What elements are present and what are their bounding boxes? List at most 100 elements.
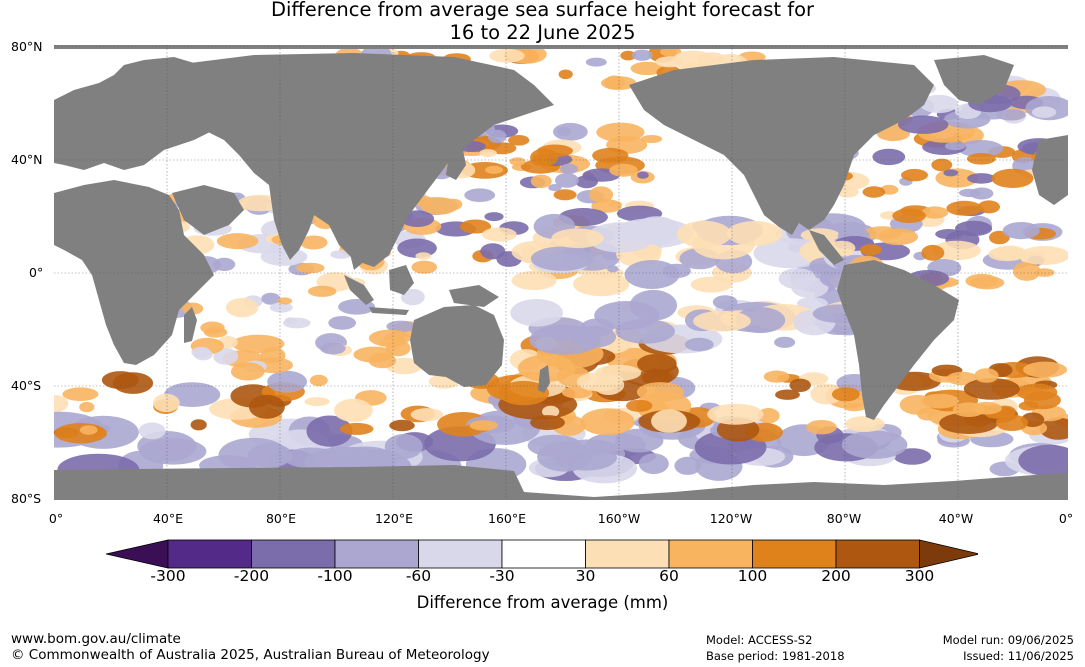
land-arctic-strip [54, 45, 1068, 49]
anomaly-patch [580, 408, 635, 436]
anomaly-patch [636, 382, 684, 402]
footer-issued: Issued: 11/06/2025 [963, 649, 1074, 663]
colorbar-tick-label: 30 [575, 567, 596, 585]
anomaly-patch [551, 228, 604, 249]
anomaly-patch [943, 169, 958, 177]
anomaly-patch [248, 394, 285, 419]
anomaly-patch [400, 288, 425, 306]
anomaly-patch [269, 302, 293, 313]
anomaly-patch [735, 307, 786, 334]
anomaly-patch [386, 320, 416, 333]
anomaly-patch [971, 401, 1002, 415]
anomaly-patch [548, 184, 562, 192]
anomaly-patch [763, 370, 790, 383]
anomaly-patch [498, 380, 549, 406]
anomaly-patch [560, 163, 578, 175]
anomaly-patch [1018, 401, 1039, 411]
anomaly-patch [573, 272, 630, 297]
anomaly-patch [640, 135, 663, 143]
anomaly-patch [509, 157, 526, 166]
land-india [269, 185, 316, 260]
anomaly-patch [485, 165, 503, 174]
anomaly-patch [835, 247, 854, 257]
anomaly-patch [615, 318, 675, 344]
land-asia [174, 53, 554, 267]
colorbar-tick-label: -60 [405, 567, 432, 585]
anomaly-patch [482, 227, 517, 242]
anomaly-patch [963, 378, 1020, 400]
anomaly-patch [684, 337, 714, 352]
anomaly-patch [464, 188, 496, 202]
anomaly-patch [411, 260, 438, 274]
anomaly-patch [638, 453, 669, 475]
anomaly-patch [676, 220, 732, 248]
anomaly-patch [230, 362, 265, 381]
anomaly-patch [974, 368, 999, 383]
colorbar-tick-label: -30 [489, 567, 515, 585]
anomaly-patch [946, 371, 978, 386]
anomaly-patch [878, 228, 919, 246]
anomaly-patch [651, 409, 687, 433]
anomaly-patch [690, 276, 733, 293]
anomaly-patch [955, 220, 993, 237]
anomaly-patch [284, 317, 297, 325]
footer-base-period: Base period: 1981-2018 [706, 649, 845, 663]
anomaly-patch [774, 336, 796, 348]
anomaly-patch [389, 419, 415, 432]
lat-label-80n: 80°N [11, 39, 43, 54]
anomaly-patch [415, 252, 432, 260]
anomaly-patch [992, 245, 1027, 261]
colorbar [106, 539, 978, 569]
anomaly-patch [511, 270, 557, 291]
anomaly-patch [957, 140, 1004, 158]
lat-label-40n: 40°N [11, 152, 43, 167]
land-indochina [344, 215, 374, 270]
anomaly-patch [586, 222, 655, 253]
colorbar-segment [418, 539, 503, 569]
anomaly-patch [300, 235, 328, 250]
anomaly-patch [797, 297, 828, 310]
anomaly-patch [307, 285, 337, 297]
anomaly-patch [946, 200, 983, 216]
anomaly-patch [660, 46, 682, 57]
anomaly-patch [296, 262, 325, 274]
anomaly-patch [898, 115, 949, 134]
colorbar-segment [668, 539, 753, 569]
anomaly-patch [921, 244, 945, 261]
anomaly-patch [1018, 444, 1068, 477]
lat-label-40s: 40°S [11, 378, 42, 393]
anomaly-patch [479, 149, 497, 158]
anomaly-patch [757, 408, 780, 424]
anomaly-patch [921, 206, 949, 219]
anomaly-patch [707, 403, 764, 425]
anomaly-patch [674, 456, 702, 475]
title-line-1: Difference from average sea surface heig… [270, 0, 815, 21]
anomaly-patch [328, 316, 357, 330]
anomaly-patch [320, 342, 346, 355]
anomaly-patch [508, 135, 530, 146]
anomaly-patch [726, 221, 783, 246]
anomaly-patch [190, 419, 207, 431]
anomaly-patch [920, 393, 960, 409]
colorbar-tick-label: 100 [737, 567, 768, 585]
anomaly-patch [191, 346, 211, 358]
anomaly-patch [626, 399, 653, 412]
anomaly-patch [553, 189, 577, 201]
anomaly-patch [966, 153, 996, 165]
anomaly-patch [806, 420, 837, 435]
colorbar-tick-label: 200 [821, 567, 851, 585]
anomaly-patch [1019, 246, 1068, 265]
land-central-america [809, 230, 844, 265]
anomaly-patch [200, 321, 225, 334]
lon-label-120w: 120°W [709, 511, 753, 526]
lat-label-80s: 80°S [11, 491, 42, 506]
anomaly-patch [831, 387, 860, 402]
anomaly-patch [138, 422, 166, 440]
anomaly-patch [510, 299, 563, 327]
anomaly-patch [860, 244, 882, 256]
colorbar-tick-label: 300 [904, 567, 935, 585]
anomaly-patch [945, 141, 966, 151]
graticule [54, 45, 1068, 500]
footer-copyright: © Commonwealth of Australia 2025, Austra… [11, 647, 490, 663]
anomaly-patch [530, 174, 552, 188]
